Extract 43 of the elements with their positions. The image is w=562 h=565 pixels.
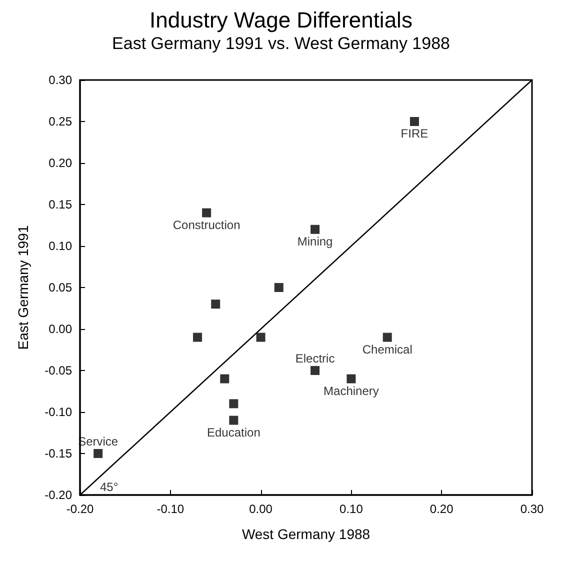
annotation: Construction	[172, 218, 240, 232]
point	[229, 416, 238, 425]
x-axis-title: West Germany 1988	[242, 526, 370, 542]
annotation: Mining	[297, 234, 333, 248]
y-tick-label: 0.05	[48, 280, 72, 294]
point	[310, 224, 320, 234]
point	[346, 374, 356, 384]
point	[410, 117, 419, 126]
y-tick-label: 0.00	[48, 322, 72, 336]
x-tick-label: 0.30	[520, 502, 544, 516]
x-tick-label: 0.00	[249, 502, 273, 516]
y-tick-label: 0.10	[48, 239, 72, 253]
y-tick-label: 0.30	[48, 73, 72, 87]
point	[229, 399, 238, 408]
x-tick-label: -0.10	[156, 502, 184, 516]
y-tick-label: 0.25	[48, 114, 72, 128]
point	[193, 332, 202, 342]
x-tick-label: -0.20	[66, 502, 94, 516]
point	[202, 208, 212, 218]
x-tick-label: 0.10	[340, 502, 364, 516]
point	[274, 283, 284, 292]
annotation: Education	[206, 425, 260, 440]
point	[310, 366, 320, 375]
annotation: 45°	[100, 480, 118, 494]
annotation: Chemical	[362, 342, 412, 356]
point	[94, 449, 103, 458]
y-tick-label: -0.15	[44, 446, 72, 460]
y-tick-label: 0.20	[48, 156, 72, 170]
y-tick-label: -0.10	[44, 405, 72, 419]
y-tick-label: 0.15	[48, 198, 72, 212]
x-tick-label: 0.20	[430, 502, 454, 516]
chart-title: Industry Wage Differentials	[150, 8, 412, 32]
point	[382, 332, 392, 342]
point	[211, 300, 220, 309]
y-axis-title: East Germany 1991	[15, 225, 31, 350]
y-tick-label: -0.05	[44, 364, 72, 378]
annotation: FIRE	[400, 126, 428, 140]
point	[220, 374, 230, 384]
chart-subtitle: East Germany 1991 vs. West Germany 1988	[112, 34, 450, 53]
y-tick-label: -0.20	[44, 488, 72, 502]
annotation: Electric	[295, 352, 335, 366]
annotation: Machinery	[324, 384, 379, 398]
point	[256, 332, 266, 342]
